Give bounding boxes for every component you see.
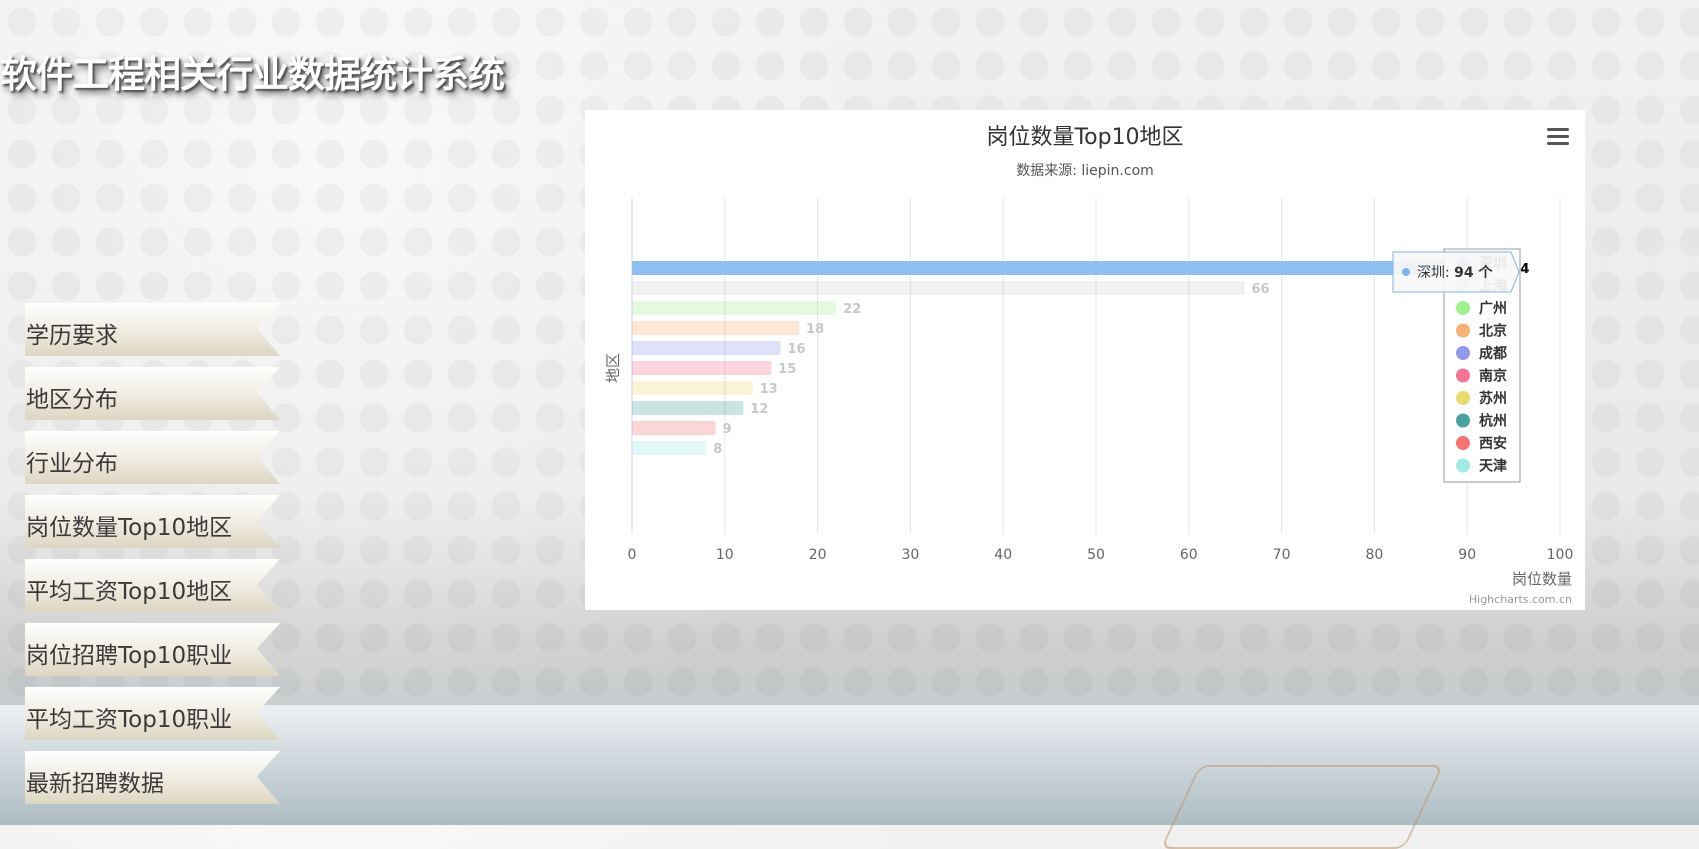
data-label: 12: [750, 402, 768, 417]
data-label: 66: [1251, 282, 1269, 297]
nav-item-education[interactable]: 学历要求: [25, 303, 280, 356]
nav-item-label: 岗位数量Top10地区: [26, 515, 233, 541]
chart-credits[interactable]: Highcharts.com.cn: [1469, 593, 1572, 606]
bar-上海[interactable]: [632, 281, 1245, 295]
bar-成都[interactable]: [632, 341, 781, 355]
x-tick-label: 80: [1365, 547, 1383, 563]
x-tick-label: 60: [1180, 547, 1198, 563]
x-tick-label: 0: [628, 547, 637, 563]
background-floor: [0, 705, 1699, 825]
x-tick-label: 50: [1087, 547, 1105, 563]
legend-label: 北京: [1479, 323, 1507, 340]
data-label: 18: [806, 322, 824, 337]
legend-item-广州[interactable]: 广州: [1456, 300, 1507, 317]
x-tick-label: 10: [716, 547, 734, 563]
hamburger-menu-icon[interactable]: [1547, 128, 1569, 146]
legend-label: 成都: [1479, 345, 1507, 362]
bar-天津[interactable]: [632, 441, 707, 455]
nav-item-region-distribution[interactable]: 地区分布: [25, 367, 280, 420]
legend-item-西安[interactable]: 西安: [1456, 435, 1507, 452]
nav-item-top10-region-jobs[interactable]: 岗位数量Top10地区: [25, 495, 280, 548]
nav-item-latest-jobs[interactable]: 最新招聘数据: [25, 751, 280, 804]
value-axis-title: 岗位数量: [1512, 570, 1572, 588]
legend-marker: [1456, 413, 1470, 428]
sidebar-nav: 学历要求 地区分布 行业分布 岗位数量Top10地区 平均工资Top10地区 岗…: [25, 303, 280, 815]
legend-marker: [1456, 436, 1470, 450]
legend-item-成都[interactable]: 成都: [1456, 345, 1507, 362]
x-tick-label: 20: [809, 547, 827, 563]
tooltip-value: 94 个: [1454, 264, 1493, 281]
nav-item-label: 平均工资Top10地区: [26, 579, 233, 605]
bar-广州[interactable]: [632, 301, 837, 315]
bar-北京[interactable]: [632, 321, 800, 335]
bar-苏州[interactable]: [632, 381, 753, 395]
nav-item-label: 最新招聘数据: [26, 771, 164, 797]
x-tick-label: 100: [1547, 547, 1574, 563]
tooltip-text: 深圳: 94 个: [1417, 264, 1494, 281]
bar-南京[interactable]: [632, 361, 772, 375]
x-tick-label: 30: [901, 547, 919, 563]
x-tick-label: 70: [1273, 547, 1291, 563]
chart-bars: [632, 261, 1505, 455]
data-label: 8: [713, 442, 722, 457]
legend-marker: [1456, 391, 1470, 405]
legend-marker: [1456, 323, 1470, 338]
nav-item-label: 学历要求: [26, 323, 118, 349]
data-label: 16: [787, 342, 805, 357]
legend-label: 苏州: [1479, 390, 1507, 407]
x-tick-label: 90: [1458, 547, 1476, 563]
chart-svg: 946622181615131298 010203040506070809010…: [604, 198, 1574, 606]
legend-label: 广州: [1479, 300, 1507, 317]
nav-item-label: 地区分布: [26, 387, 118, 413]
chart-container: 岗位数量Top10地区 数据来源: liepin.com 94662218161…: [585, 110, 1585, 610]
nav-item-industry-distribution[interactable]: 行业分布: [25, 431, 280, 484]
nav-item-label: 岗位招聘Top10职业: [26, 643, 233, 669]
legend-marker: [1456, 368, 1470, 383]
nav-item-label: 平均工资Top10职业: [26, 707, 233, 733]
legend-label: 杭州: [1479, 413, 1507, 430]
data-label: 22: [843, 302, 861, 317]
nav-item-top10-job-salary[interactable]: 平均工资Top10职业: [25, 687, 280, 740]
bar-西安[interactable]: [632, 421, 716, 435]
tooltip-box: [1392, 251, 1520, 293]
legend-item-北京[interactable]: 北京: [1456, 323, 1507, 340]
chart-x-ticks: 0 10 20 30 40 50 60 70 80 90 100: [628, 547, 1574, 563]
nav-item-top10-job-hiring[interactable]: 岗位招聘Top10职业: [25, 623, 280, 676]
bar-深圳[interactable]: [632, 261, 1505, 275]
tooltip-marker: [1402, 268, 1410, 276]
category-axis-title: 地区: [604, 353, 622, 383]
nav-item-label: 行业分布: [26, 451, 118, 477]
chart-subtitle: 数据来源: liepin.com: [1016, 163, 1154, 179]
legend-marker: [1456, 301, 1470, 315]
legend-item-苏州[interactable]: 苏州: [1456, 390, 1507, 407]
tooltip-category: 深圳:: [1417, 265, 1454, 281]
data-label: 9: [723, 422, 732, 437]
chart-title: 岗位数量Top10地区: [986, 125, 1184, 150]
x-tick-label: 40: [994, 547, 1012, 563]
legend-item-杭州[interactable]: 杭州: [1456, 413, 1507, 430]
nav-item-top10-region-salary[interactable]: 平均工资Top10地区: [25, 559, 280, 612]
data-label: 13: [760, 382, 778, 397]
legend-item-天津[interactable]: 天津: [1456, 458, 1507, 475]
legend-label: 南京: [1479, 368, 1507, 385]
legend-label: 西安: [1479, 435, 1507, 452]
legend-item-南京[interactable]: 南京: [1456, 368, 1507, 385]
legend-marker: [1456, 346, 1470, 360]
legend-label: 天津: [1479, 458, 1507, 475]
chart-grid: [631, 198, 1561, 534]
chart-tooltip: 深圳: 94 个: [1392, 251, 1520, 293]
site-title: 软件工程相关行业数据统计系统: [0, 53, 505, 96]
bar-杭州[interactable]: [632, 401, 744, 415]
legend-marker: [1456, 458, 1470, 473]
data-label: 15: [778, 362, 796, 377]
